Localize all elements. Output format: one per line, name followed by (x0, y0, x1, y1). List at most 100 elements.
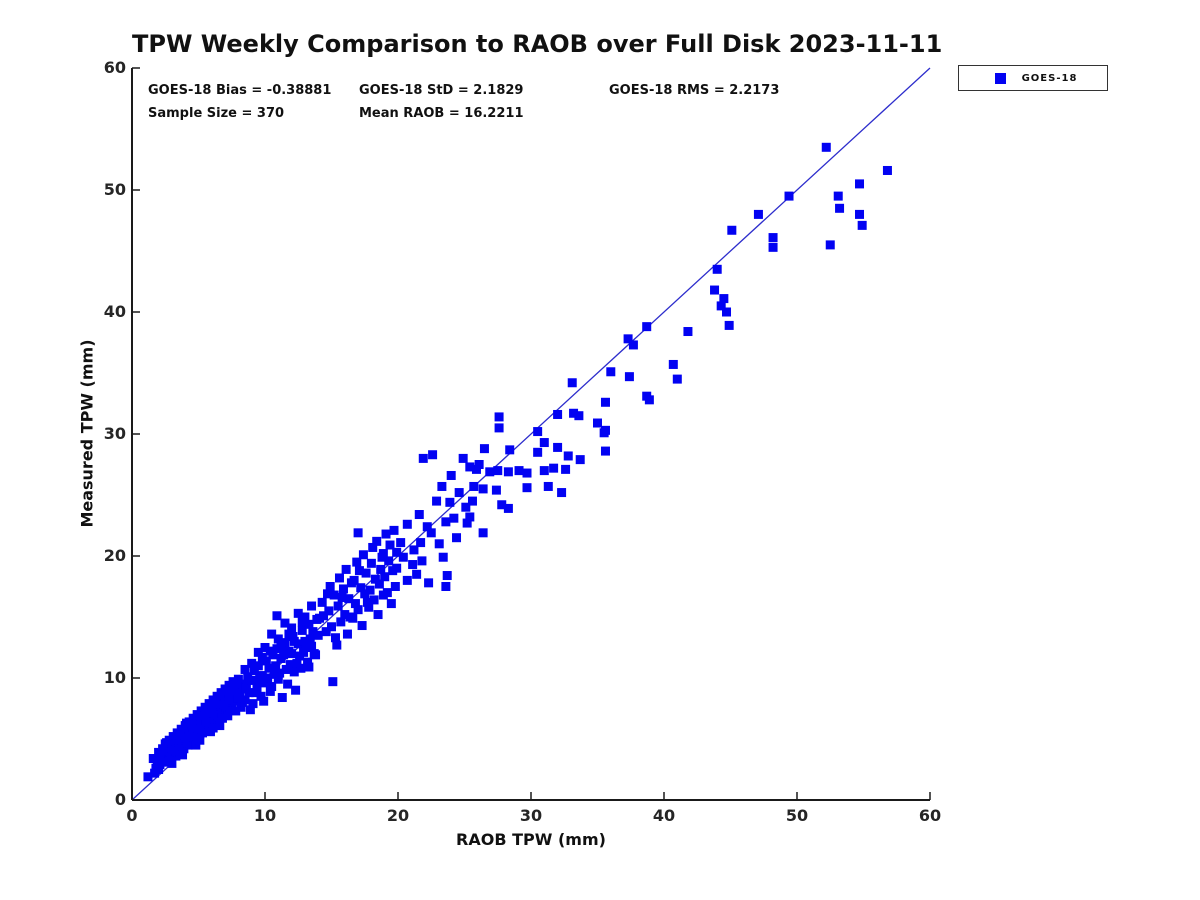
scatter-point (312, 614, 322, 624)
scatter-point (368, 542, 378, 552)
scatter-point (265, 646, 275, 656)
scatter-point (418, 453, 428, 463)
scatter-point (543, 481, 553, 491)
scatter-point (441, 517, 451, 527)
scatter-point (437, 481, 447, 491)
scatter-point (328, 677, 338, 687)
scatter-point (768, 233, 778, 243)
x-tick-label: 30 (519, 806, 543, 825)
scatter-point (452, 533, 462, 543)
scatter-point (446, 470, 456, 480)
scatter-point (300, 636, 310, 646)
scatter-point (287, 649, 297, 659)
scatter-point (376, 564, 386, 574)
scatter-point (301, 643, 311, 652)
scatter-point (309, 649, 319, 659)
scatter-point (342, 629, 352, 639)
scatter-point (227, 686, 237, 696)
y-tick-label: 30 (103, 424, 126, 443)
x-tick-label: 60 (918, 806, 942, 825)
scatter-point (426, 528, 436, 538)
scatter-point (248, 699, 258, 709)
x-tick-label: 10 (253, 806, 277, 825)
legend: GOES-18 (958, 65, 1108, 91)
scatter-point (378, 549, 388, 559)
scatter-point (265, 686, 275, 696)
scatter-point (600, 446, 610, 456)
scatter-point (259, 696, 269, 706)
scatter-point (753, 209, 763, 219)
y-tick-label: 60 (103, 58, 126, 77)
scatter-point (833, 191, 843, 201)
scatter-point (494, 423, 504, 433)
scatter-point (224, 695, 234, 705)
scatter-point (253, 647, 263, 657)
scatter-point (201, 717, 211, 727)
stat-bias: GOES-18 Bias = -0.38881 (148, 83, 332, 98)
scatter-point (317, 597, 327, 607)
scatter-point (724, 320, 734, 330)
scatter-point (336, 617, 346, 627)
scatter-point (293, 608, 303, 618)
scatter-point (284, 629, 294, 639)
scatter-point (247, 675, 257, 685)
scatter-point (287, 623, 297, 633)
scatter-point (256, 691, 266, 701)
scatter-point (668, 359, 678, 369)
scatter-point (200, 708, 210, 718)
scatter-point (494, 412, 504, 422)
scatter-point (352, 557, 362, 567)
scatter-point (164, 756, 174, 766)
scatter-point (445, 497, 455, 507)
x-tick-label: 20 (386, 806, 410, 825)
scatter-point (821, 142, 831, 152)
scatter-point (233, 674, 243, 684)
scatter-point (280, 638, 290, 648)
scatter-point (628, 340, 638, 350)
scatter-point (307, 601, 317, 611)
scatter-point (522, 468, 532, 478)
scatter-point (561, 464, 571, 474)
scatter-point (599, 428, 609, 438)
y-tick-label: 10 (103, 668, 126, 687)
scatter-point (366, 558, 376, 568)
scatter-point (722, 307, 732, 317)
scatter-point (382, 588, 392, 598)
scatter-point (505, 445, 515, 455)
scatter-point (239, 679, 249, 689)
scatter-point (354, 566, 364, 576)
scatter-point (857, 220, 867, 230)
scatter-point (272, 611, 282, 621)
scatter-point (175, 730, 185, 740)
y-tick-label: 40 (103, 302, 126, 321)
scatter-point (325, 582, 335, 591)
scatter-point (389, 525, 399, 535)
scatter-point (467, 496, 477, 506)
scatter-point (593, 418, 602, 428)
scatter-point (360, 589, 370, 599)
scatter-point (672, 374, 682, 384)
scatter-point (305, 634, 315, 644)
scatter-point (192, 717, 202, 727)
scatter-point (386, 599, 396, 609)
scatter-point (152, 757, 162, 767)
scatter-point (267, 682, 277, 692)
scatter-point (365, 585, 375, 595)
scatter-point (557, 488, 567, 498)
scatter-point (549, 463, 559, 473)
scatter-point (304, 662, 314, 672)
scatter-point (279, 650, 289, 660)
scatter-point (539, 438, 549, 448)
scatter-point (357, 621, 367, 631)
scatter-point (281, 664, 291, 674)
scatter-point (345, 612, 355, 622)
scatter-point (217, 713, 227, 723)
scatter-point (187, 719, 197, 729)
scatter-point (402, 519, 412, 529)
scatter-point (208, 723, 218, 733)
scatter-point (245, 705, 255, 715)
scatter-point (623, 334, 633, 344)
scatter-point (503, 503, 513, 513)
scatter-point (458, 453, 468, 463)
scatter-point (474, 460, 484, 469)
